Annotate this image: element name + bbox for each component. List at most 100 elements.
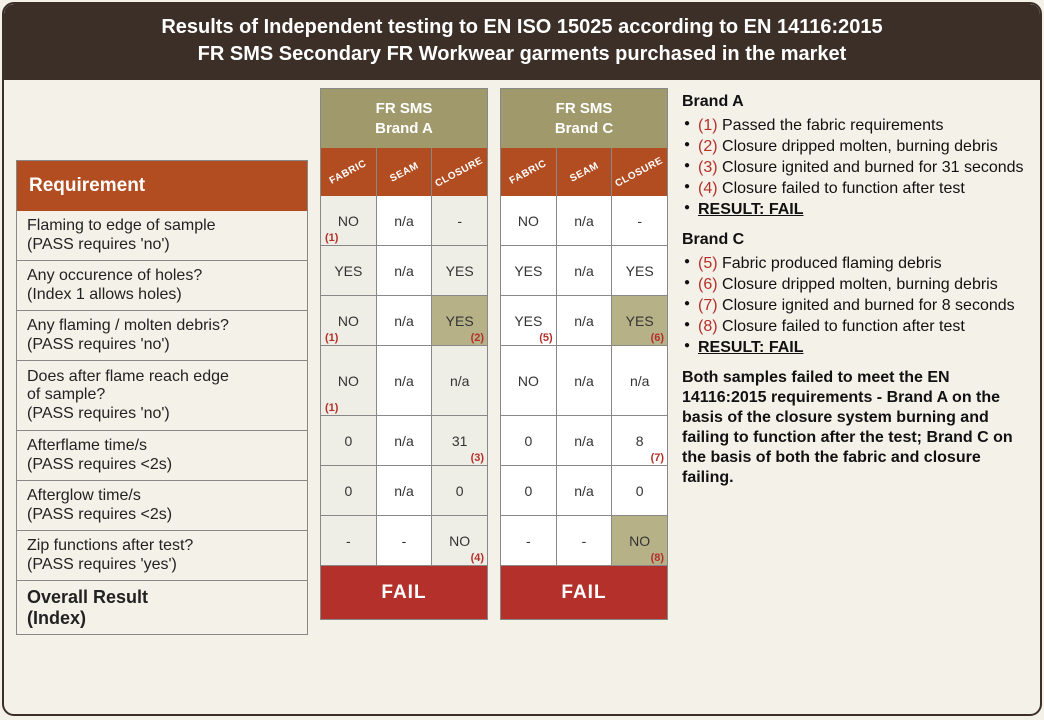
data-cell: n/a [612,346,668,416]
table-row: YES(5)n/aYES(6) [500,296,668,346]
table-row: YESn/aYES [500,246,668,296]
brand-a-notes-list: (1) Passed the fabric requirements(2) Cl… [684,116,1024,220]
report-title: Results of Independent testing to EN ISO… [4,4,1040,80]
brand-a-fail: FAIL [320,566,488,620]
brand-c-notes-list: (5) Fabric produced flaming debris(6) Cl… [684,254,1024,358]
data-cell: n/a [432,346,488,416]
table-row: NO(1)n/aYES(2) [320,296,488,346]
note-item: (2) Closure dripped molten, burning debr… [684,137,1024,157]
note-result: RESULT: FAIL [684,338,1024,358]
data-cell: n/a [557,466,613,516]
subheader: FABRIC [501,148,557,196]
table-row: NO(1)n/a- [320,196,488,246]
brand-c-fail: FAIL [500,566,668,620]
data-cell: - [612,196,668,246]
table-row: YESn/aYES [320,246,488,296]
data-cell: 31(3) [432,416,488,466]
overall-result-label: Overall Result (Index) [16,581,308,635]
data-cell: n/a [557,196,613,246]
data-cell: - [321,516,377,566]
data-cell: 0 [321,466,377,516]
data-cell: YES [432,246,488,296]
content-area: Requirement Flaming to edge of sample(PA… [4,80,1040,712]
note-item: (1) Passed the fabric requirements [684,116,1024,136]
requirement-cell: Afterflame time/s(PASS requires <2s) [16,431,308,481]
summary-text: Both samples failed to meet the EN 14116… [682,368,1024,488]
subheader: SEAM [557,148,613,196]
data-cell: YES [321,246,377,296]
table-row: --NO(8) [500,516,668,566]
data-cell: - [377,516,433,566]
requirement-cell: Does after flame reach edgeof sample?(PA… [16,361,308,431]
brand-a-subheaders: FABRICSEAMCLOSURE [320,148,488,196]
data-cell: NO(8) [612,516,668,566]
brand-c-notes-title: Brand C [682,230,1024,250]
data-cell: YES [612,246,668,296]
data-cell: NO [501,346,557,416]
table-row: 0n/a31(3) [320,416,488,466]
note-result: RESULT: FAIL [684,200,1024,220]
requirement-column: Requirement Flaming to edge of sample(PA… [16,160,308,702]
table-row: NOn/a- [500,196,668,246]
brand-a-notes-title: Brand A [682,92,1024,112]
data-cell: NO(1) [321,296,377,346]
data-cell: - [557,516,613,566]
table-row: 0n/a0 [500,466,668,516]
requirement-cell: Zip functions after test?(PASS requires … [16,531,308,581]
subheader: CLOSURE [612,148,668,196]
title-line-1: Results of Independent testing to EN ISO… [10,14,1034,41]
data-cell: n/a [377,296,433,346]
subheader: SEAM [377,148,433,196]
note-item: (8) Closure failed to function after tes… [684,317,1024,337]
requirement-cell: Flaming to edge of sample(PASS requires … [16,211,308,261]
subheader: CLOSURE [432,148,488,196]
data-cell: YES(2) [432,296,488,346]
data-cell: n/a [377,466,433,516]
note-item: (6) Closure dripped molten, burning debr… [684,275,1024,295]
table-row: 0n/a0 [320,466,488,516]
data-cell: NO(4) [432,516,488,566]
data-cell: 0 [432,466,488,516]
requirement-cell: Any flaming / molten debris?(PASS requir… [16,311,308,361]
requirement-cell: Any occurence of holes?(Index 1 allows h… [16,261,308,311]
requirement-header: Requirement [16,160,308,211]
data-cell: 0 [321,416,377,466]
data-cell: 0 [612,466,668,516]
brand-c-column: FR SMSBrand C FABRICSEAMCLOSURE NOn/a-YE… [500,88,668,702]
data-cell: - [501,516,557,566]
brand-a-column: FR SMSBrand A FABRICSEAMCLOSURE NO(1)n/a… [320,88,488,702]
requirement-cell: Afterglow time/s(PASS requires <2s) [16,481,308,531]
data-cell: YES(6) [612,296,668,346]
data-cell: 8(7) [612,416,668,466]
data-cell: n/a [377,196,433,246]
table-row: NO(1)n/an/a [320,346,488,416]
data-cell: NO(1) [321,346,377,416]
data-cell: NO [501,196,557,246]
data-cell: n/a [377,416,433,466]
table-row: --NO(4) [320,516,488,566]
data-cell: 0 [501,416,557,466]
data-cell: n/a [557,416,613,466]
table-row: 0n/a8(7) [500,416,668,466]
data-cell: NO(1) [321,196,377,246]
title-line-2: FR SMS Secondary FR Workwear garments pu… [10,41,1034,68]
data-cell: 0 [501,466,557,516]
brand-c-subheaders: FABRICSEAMCLOSURE [500,148,668,196]
table-row: NOn/an/a [500,346,668,416]
note-item: (7) Closure ignited and burned for 8 sec… [684,296,1024,316]
data-cell: n/a [377,346,433,416]
data-cell: n/a [557,296,613,346]
data-cell: n/a [377,246,433,296]
brand-c-title: FR SMSBrand C [500,88,668,148]
subheader: FABRIC [321,148,377,196]
report-card: Results of Independent testing to EN ISO… [2,2,1042,716]
data-cell: YES(5) [501,296,557,346]
data-cell: YES [501,246,557,296]
data-cell: - [432,196,488,246]
note-item: (3) Closure ignited and burned for 31 se… [684,158,1024,178]
brand-a-title: FR SMSBrand A [320,88,488,148]
note-item: (5) Fabric produced flaming debris [684,254,1024,274]
data-cell: n/a [557,346,613,416]
notes-column: Brand A (1) Passed the fabric requiremen… [668,88,1028,702]
note-item: (4) Closure failed to function after tes… [684,179,1024,199]
